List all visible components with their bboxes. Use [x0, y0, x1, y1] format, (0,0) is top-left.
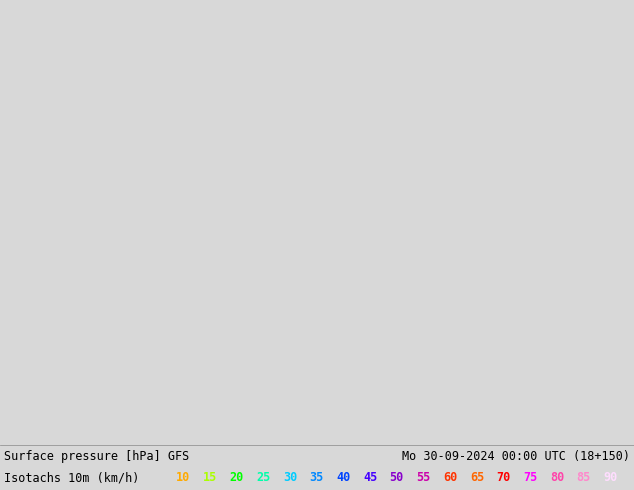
- Text: 25: 25: [256, 471, 270, 485]
- Text: 90: 90: [604, 471, 618, 485]
- Text: 45: 45: [363, 471, 377, 485]
- Text: 55: 55: [417, 471, 430, 485]
- Text: 10: 10: [176, 471, 190, 485]
- Text: Surface pressure [hPa] GFS: Surface pressure [hPa] GFS: [4, 450, 190, 464]
- Text: Isotachs 10m (km/h): Isotachs 10m (km/h): [4, 471, 139, 485]
- Text: 60: 60: [443, 471, 457, 485]
- Text: 50: 50: [390, 471, 404, 485]
- Text: 85: 85: [576, 471, 591, 485]
- Text: 65: 65: [470, 471, 484, 485]
- Text: 35: 35: [309, 471, 324, 485]
- Text: 15: 15: [203, 471, 217, 485]
- Text: Mo 30-09-2024 00:00 UTC (18+150): Mo 30-09-2024 00:00 UTC (18+150): [402, 450, 630, 464]
- Text: 80: 80: [550, 471, 564, 485]
- Text: 70: 70: [496, 471, 511, 485]
- Text: 75: 75: [523, 471, 538, 485]
- Text: 20: 20: [230, 471, 243, 485]
- Text: 40: 40: [336, 471, 351, 485]
- Text: 30: 30: [283, 471, 297, 485]
